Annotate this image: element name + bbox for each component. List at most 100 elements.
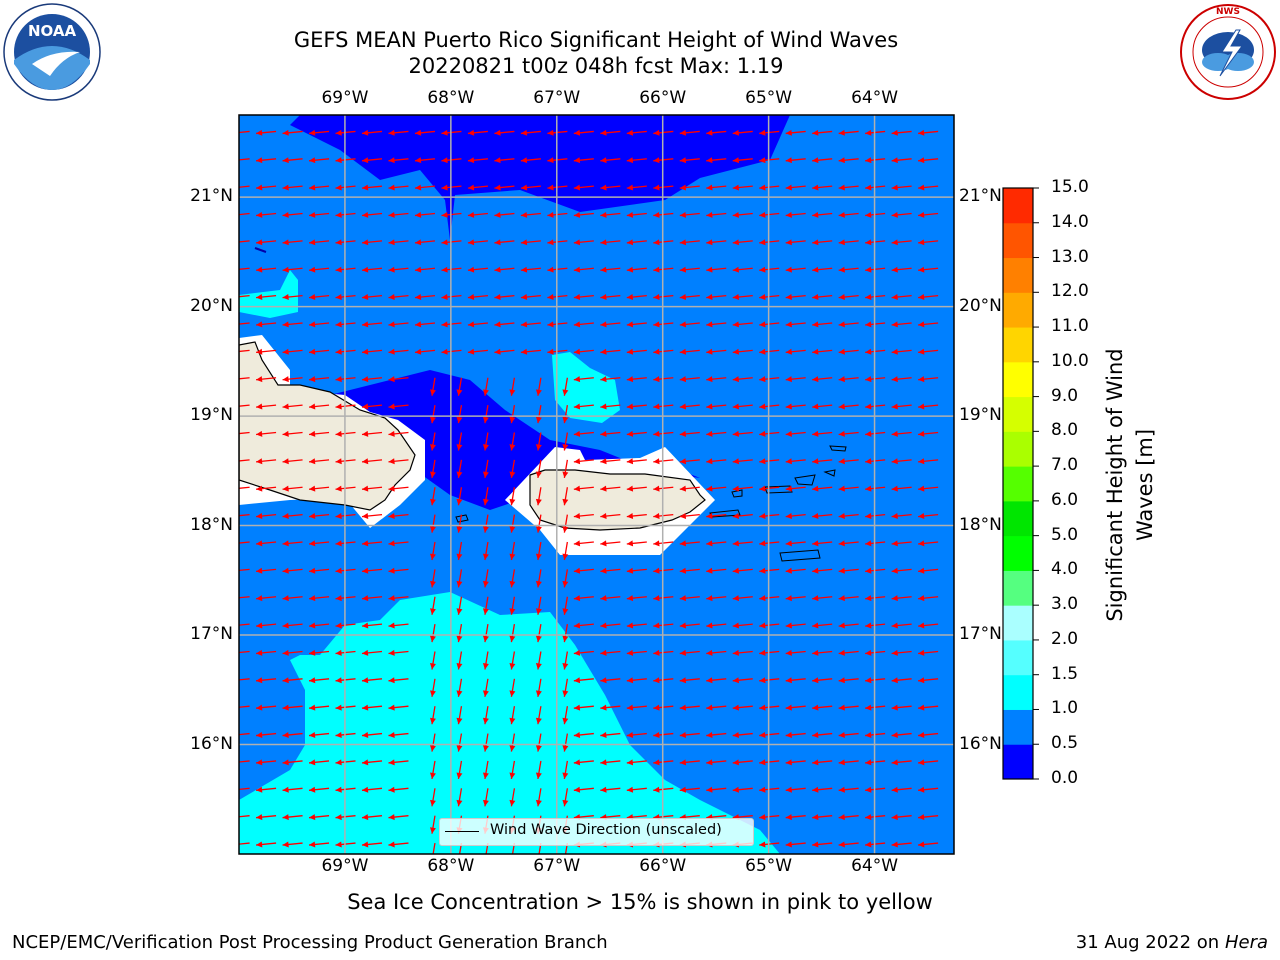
wind-arrow-head bbox=[230, 267, 236, 273]
wind-arrow-head bbox=[785, 622, 792, 629]
wind-arrow-head bbox=[467, 348, 475, 355]
wind-arrow-head bbox=[414, 294, 422, 301]
wind-arrow-head bbox=[509, 471, 516, 478]
wind-arrow-head bbox=[309, 430, 316, 437]
wind-arrow-head bbox=[732, 430, 740, 437]
wind-arrow-head bbox=[732, 595, 740, 602]
wind-arrow-head bbox=[600, 184, 607, 191]
wind-arrow-head bbox=[785, 211, 792, 218]
wind-arrow-head bbox=[335, 403, 342, 410]
wind-arrow-head bbox=[388, 184, 395, 191]
wind-arrow-head bbox=[535, 690, 542, 697]
wind-arrow-head bbox=[547, 157, 554, 164]
lon-tick-top: 66°W bbox=[639, 88, 687, 108]
wind-arrow-head bbox=[918, 266, 925, 273]
wind-arrow-head bbox=[918, 513, 925, 519]
wind-arrow-head bbox=[535, 635, 542, 643]
lat-tick-right: 21°N bbox=[959, 186, 1002, 207]
wind-arrow-head bbox=[335, 567, 342, 574]
wind-arrow-head bbox=[562, 444, 569, 451]
wind-arrow-head bbox=[653, 348, 660, 355]
wind-arrow-head bbox=[732, 211, 740, 218]
lon-tick-bottom: 68°W bbox=[427, 856, 475, 876]
wind-arrow-head bbox=[918, 814, 925, 821]
colorbar-segment bbox=[1003, 466, 1033, 502]
wind-arrow-head bbox=[732, 266, 740, 273]
wind-arrow-head bbox=[282, 814, 289, 821]
wind-arrow-head bbox=[282, 184, 289, 191]
wind-arrow-head bbox=[547, 266, 554, 273]
wind-arrow-head bbox=[573, 513, 581, 519]
wind-arrow-head bbox=[482, 608, 489, 615]
wind-arrow-head bbox=[335, 841, 342, 848]
wind-arrow-head bbox=[573, 731, 581, 738]
wind-arrow-head bbox=[732, 294, 740, 301]
wind-arrow-head bbox=[600, 704, 607, 711]
wind-arrow-head bbox=[838, 376, 845, 383]
colorbar-label: Significant Height of Wind Waves [m] bbox=[1100, 348, 1160, 621]
wind-arrow-head bbox=[309, 567, 316, 574]
wind-arrow-head bbox=[812, 704, 819, 711]
wind-arrow-head bbox=[838, 294, 845, 301]
wind-arrow-head bbox=[256, 786, 263, 793]
colorbar-segment bbox=[1003, 257, 1033, 293]
wind-arrow-head bbox=[282, 786, 289, 793]
wind-arrow-head bbox=[891, 513, 898, 519]
wind-arrow-head bbox=[309, 786, 316, 793]
map-area bbox=[230, 115, 954, 854]
wind-arrow-head bbox=[309, 294, 316, 301]
wind-arrow-head bbox=[838, 759, 845, 766]
puerto-rico-island bbox=[529, 469, 706, 531]
wind-arrow-head bbox=[562, 526, 569, 533]
colorbar-tick-label: 3.0 bbox=[1051, 594, 1079, 615]
wind-arrow-head bbox=[626, 595, 634, 602]
lat-tick-right: 18°N bbox=[959, 514, 1002, 535]
wind-arrow-head bbox=[918, 677, 925, 684]
colorbar-tick-label: 7.0 bbox=[1051, 455, 1079, 476]
wind-arrow-head bbox=[812, 485, 819, 492]
footer-date-text: 31 Aug 2022 on bbox=[1075, 932, 1220, 953]
wind-arrow-head bbox=[456, 471, 463, 478]
wind-arrow-head bbox=[865, 567, 872, 574]
wind-arrow-head bbox=[388, 458, 395, 465]
lat-tick-right: 20°N bbox=[959, 295, 1002, 316]
wind-arrow-head bbox=[785, 294, 792, 301]
wind-arrow-head bbox=[414, 321, 422, 328]
wind-arrow-head bbox=[626, 430, 634, 437]
wind-arrow-head bbox=[456, 580, 463, 588]
mona-island bbox=[455, 514, 469, 523]
wind-arrow-head bbox=[429, 553, 436, 560]
wind-arrow-head bbox=[335, 513, 342, 519]
wind-arrow-head bbox=[732, 731, 740, 738]
wind-arrow-head bbox=[282, 622, 289, 629]
wind-arrow-head bbox=[362, 184, 369, 191]
wind-arrow-head bbox=[362, 731, 369, 738]
wind-arrow-head bbox=[362, 622, 369, 629]
footer-host: Hera bbox=[1224, 932, 1268, 953]
wind-arrow-head bbox=[653, 458, 660, 465]
wind-arrow-head bbox=[309, 841, 316, 848]
wind-arrow-head bbox=[509, 553, 516, 560]
wind-arrow-head bbox=[535, 471, 542, 478]
wind-arrow-head bbox=[865, 458, 872, 465]
wind-arrow-head bbox=[600, 649, 607, 656]
wind-arrow-head bbox=[626, 458, 634, 465]
wind-arrow-head bbox=[918, 348, 925, 355]
wind-arrow bbox=[458, 842, 463, 854]
wind-arrow-head bbox=[891, 704, 898, 711]
wind-arrow-head bbox=[282, 129, 289, 136]
wind-arrow-head bbox=[732, 184, 740, 191]
wind-arrow-head bbox=[362, 704, 369, 711]
wind-arrow-head bbox=[282, 567, 289, 574]
noaa-logo: NOAA bbox=[3, 3, 101, 101]
wind-arrow-head bbox=[362, 403, 369, 410]
colorbar-tick-label: 5.0 bbox=[1051, 524, 1079, 545]
wind-arrow-head bbox=[785, 759, 792, 766]
wind-arrow-head bbox=[562, 498, 569, 506]
wind-arrow-head bbox=[732, 786, 740, 793]
wind-arrow-head bbox=[535, 553, 542, 560]
wind-arrow-head bbox=[388, 786, 395, 793]
wind-arrow-head bbox=[362, 677, 369, 684]
wind-arrow-head bbox=[865, 540, 872, 547]
wind-arrow-head bbox=[509, 444, 516, 451]
